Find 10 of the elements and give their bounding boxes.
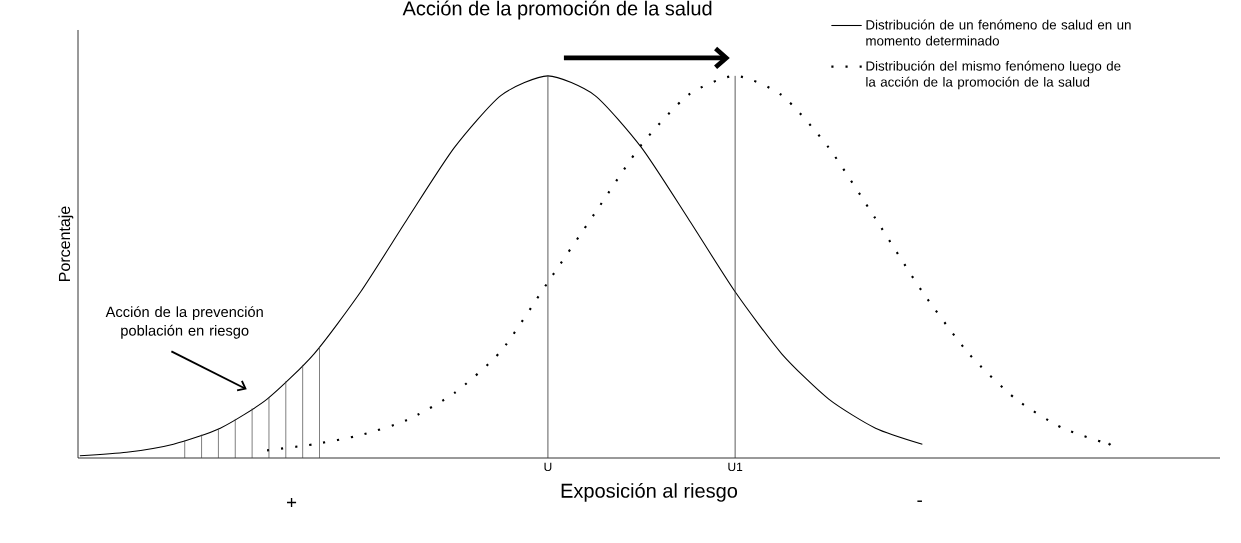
- x-axis-title: Exposición al riesgo: [561, 482, 738, 502]
- legend-label: Distribución del mismo fenómeno luego de la acción de la promoción de la salud: [866, 60, 1121, 90]
- annotation: Acción de la prevención población en riesgo: [105, 306, 263, 339]
- text: +: [287, 497, 297, 508]
- y-axis-title: Porcentaje: [58, 206, 74, 281]
- chart-title: Acción de la promoción de la salud: [402, 0, 712, 20]
- x-tick-label: U: [544, 462, 552, 472]
- legend-label: Distribución de un fenómeno de salud en un momento determinado: [866, 19, 1131, 46]
- text: -: [917, 500, 922, 502]
- x-tick-label: U1: [728, 462, 743, 472]
